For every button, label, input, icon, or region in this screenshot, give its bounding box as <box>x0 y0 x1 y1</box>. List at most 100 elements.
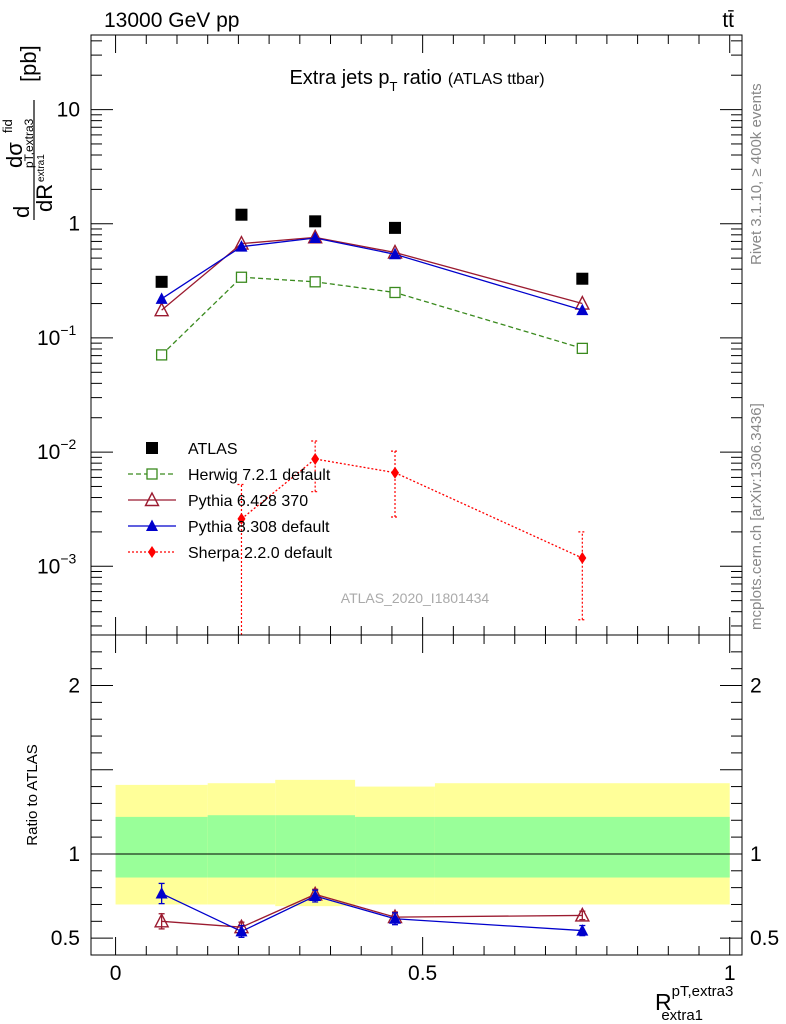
energy-label: 13000 GeV pp <box>104 9 239 32</box>
main-axis-ticks <box>91 35 742 635</box>
ratio-y-axis-label: Ratio to ATLAS <box>24 744 41 845</box>
title-rest: ratio <box>397 67 441 89</box>
chart-title: Extra jets pT ratio (ATLAS ttbar) <box>289 67 544 94</box>
data-point <box>389 221 402 234</box>
legend: ATLAS Herwig 7.2.1 default Pythia 6.428 37… <box>128 441 333 562</box>
band-inner <box>115 816 208 878</box>
band-inner <box>207 815 276 878</box>
x-tick-label: 0.5 <box>408 962 437 985</box>
data-point <box>235 208 248 221</box>
series-2 <box>153 228 590 317</box>
data-point <box>309 889 322 902</box>
legend-label: ATLAS <box>188 441 238 458</box>
legend-label: Pythia 6.428 370 <box>188 493 308 510</box>
title-main: Extra jets p <box>289 67 389 89</box>
ylabel-sub2: extra1 <box>36 154 47 182</box>
ratio-frame <box>90 634 743 956</box>
data-point <box>576 303 589 316</box>
ylabel-dr: dR <box>32 184 57 212</box>
main-panel: 10−3 10−2 10−1 1 10 Extra jets pT ratio (ATLA… <box>0 34 743 636</box>
rivet-label: Rivet 3.1.10, ≥ 400k events <box>748 83 765 265</box>
data-point <box>389 247 402 260</box>
legend-marker <box>144 491 160 507</box>
main-y-tick-labels: 10−3 10−2 10−1 1 10 <box>37 99 80 579</box>
band-inner <box>355 816 435 878</box>
ratio-y-tick-label: 1 <box>68 843 80 866</box>
legend-item: Pythia 6.428 370 <box>128 491 308 510</box>
data-point <box>311 452 320 465</box>
data-point <box>235 240 248 252</box>
y-tick-label: 10−2 <box>37 436 77 464</box>
data-point <box>576 342 588 355</box>
series-1 <box>155 271 588 361</box>
ratio-y-tick-label-right: 2 <box>750 675 762 698</box>
ratio-y-tick-label: 0.5 <box>51 927 80 950</box>
legend-marker <box>148 546 156 558</box>
legend-item: Pythia 8.308 default <box>128 519 330 536</box>
y-tick-label: 1 <box>68 213 80 236</box>
legend-label: Sherpa 2.2.0 default <box>188 545 333 562</box>
main-y-axis-label: d dσ fid pT,extra3 dR extra1 [pb] <box>0 45 57 220</box>
ratio-y-tick-label-right: 1 <box>750 843 762 866</box>
data-point <box>237 512 246 525</box>
ylabel-d: d <box>9 206 34 218</box>
ratio-y-tick-label-right: 0.5 <box>750 927 779 950</box>
xlabel-sub: extra1 <box>661 1007 703 1024</box>
data-point <box>574 906 590 922</box>
ylabel-sub1: pT,extra3 <box>22 118 36 168</box>
mcplots-label: mcplots.cern.ch [arXiv:1306.3436] <box>748 403 765 630</box>
legend-label: Herwig 7.2.1 default <box>188 467 331 484</box>
data-point <box>578 552 587 565</box>
ratio-series <box>153 882 590 938</box>
legend-item: Sherpa 2.2.0 default <box>128 545 333 562</box>
ratio-tick-labels: 0.5 0.5 1 1 2 2 0 0.5 1 <box>51 675 779 985</box>
ratio-y-tick-label: 2 <box>68 675 80 698</box>
data-point <box>155 292 168 304</box>
ratio-axis-ticks <box>91 634 742 956</box>
series-4 <box>237 440 587 635</box>
data-point <box>309 276 321 288</box>
title-sub: T <box>390 79 398 94</box>
watermark: ATLAS_2020_I1801434 <box>341 590 490 606</box>
y-tick-label: 10−3 <box>37 550 77 578</box>
data-point <box>235 924 248 937</box>
y-tick-label: 10 <box>57 99 80 122</box>
data-point <box>576 924 589 936</box>
data-point <box>309 215 322 228</box>
ratio-bands <box>115 779 730 907</box>
ratio-panel: 0.5 0.5 1 1 2 2 0 0.5 1 Ratio to ATLAS RpT,extra… <box>24 634 779 1024</box>
legend-marker <box>146 519 158 531</box>
series-line <box>161 276 583 356</box>
legend-marker <box>146 468 158 480</box>
x-tick-label: 0 <box>110 962 122 985</box>
x-axis-label: RpT,extra3 extra1 <box>655 983 733 1024</box>
data-point <box>235 271 248 283</box>
data-point <box>155 349 168 361</box>
y-tick-label: 10−1 <box>37 322 77 350</box>
data-point <box>155 275 168 288</box>
series-3 <box>155 231 589 316</box>
series-line <box>161 236 583 311</box>
series-0 <box>155 208 589 288</box>
data-point <box>155 887 168 899</box>
band-inner <box>434 816 730 878</box>
data-point <box>153 912 170 928</box>
data-point <box>576 272 589 285</box>
data-point <box>153 301 170 317</box>
data-point <box>389 912 402 924</box>
data-point <box>389 286 401 299</box>
series-line <box>161 237 583 311</box>
ylabel-fid: fid <box>0 119 15 133</box>
legend-item: Herwig 7.2.1 default <box>128 467 331 484</box>
legend-item: ATLAS <box>146 441 238 458</box>
xlabel-sup: pT,extra3 <box>672 983 734 1000</box>
title-subtitle: (ATLAS ttbar) <box>448 71 545 88</box>
ratio-series-1 <box>155 882 589 938</box>
legend-label: Pythia 8.308 default <box>188 519 330 536</box>
main-series <box>153 208 590 635</box>
data-point <box>391 466 400 479</box>
ylabel-unit: [pb] <box>16 45 41 82</box>
data-point <box>309 231 322 244</box>
process-label: tt̄ <box>722 9 734 32</box>
